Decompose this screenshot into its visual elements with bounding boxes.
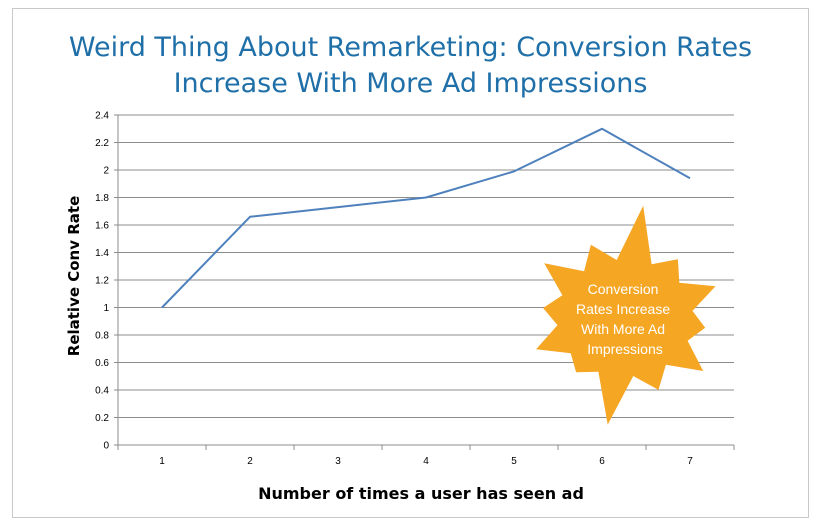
callout-text: Conversion Rates Increase With More Ad I… [576,281,674,357]
starburst-callout: Conversion Rates Increase With More Ad I… [536,205,716,425]
y-axis-title: Relative Conv Rate [65,196,83,356]
x-tick-label: 4 [423,456,429,467]
x-tick-label: 3 [335,456,341,467]
y-tick-label: 2.2 [95,138,109,149]
y-tick-label: 0.4 [95,386,109,397]
y-tick-label: 1.2 [95,276,109,287]
y-tick-label: 1.8 [95,193,109,204]
y-tick-label: 1.6 [95,221,109,232]
callout-line-1: Conversion [588,281,659,297]
y-tick-label: 0 [103,441,109,452]
callout-line-2: Rates Increase [576,301,670,317]
x-axis-ticks: 1 2 3 4 5 6 7 [117,445,735,467]
chart-title: Weird Thing About Remarketing: Conversio… [12,30,809,102]
y-tick-label: 0.8 [95,331,109,342]
x-tick-label: 2 [247,456,253,467]
callout-line-4: Impressions [587,341,662,357]
x-tick-label: 7 [687,456,693,467]
chart-title-line-1: Weird Thing About Remarketing: Conversio… [68,32,753,63]
y-tick-label: 0.2 [95,413,109,424]
chart-title-line-2: Increase With More Ad Impressions [173,68,648,99]
y-tick-label: 1 [103,303,109,314]
callout-line-3: With More Ad [581,321,665,337]
y-tick-label: 0.6 [95,358,109,369]
x-tick-label: 6 [599,456,605,467]
x-axis-title: Number of times a user has seen ad [258,484,584,503]
y-axis-ticks: 0 0.2 0.4 0.6 0.8 1 1.2 1.4 1.6 1.8 2 2.2 2.4 [95,111,109,452]
x-tick-label: 5 [511,456,517,467]
y-tick-label: 2 [103,166,109,177]
x-tick-label: 1 [159,456,165,467]
starburst-shape [536,205,716,425]
series-line [161,127,691,309]
y-tick-label: 1.4 [95,248,109,259]
y-tick-label: 2.4 [95,111,109,122]
